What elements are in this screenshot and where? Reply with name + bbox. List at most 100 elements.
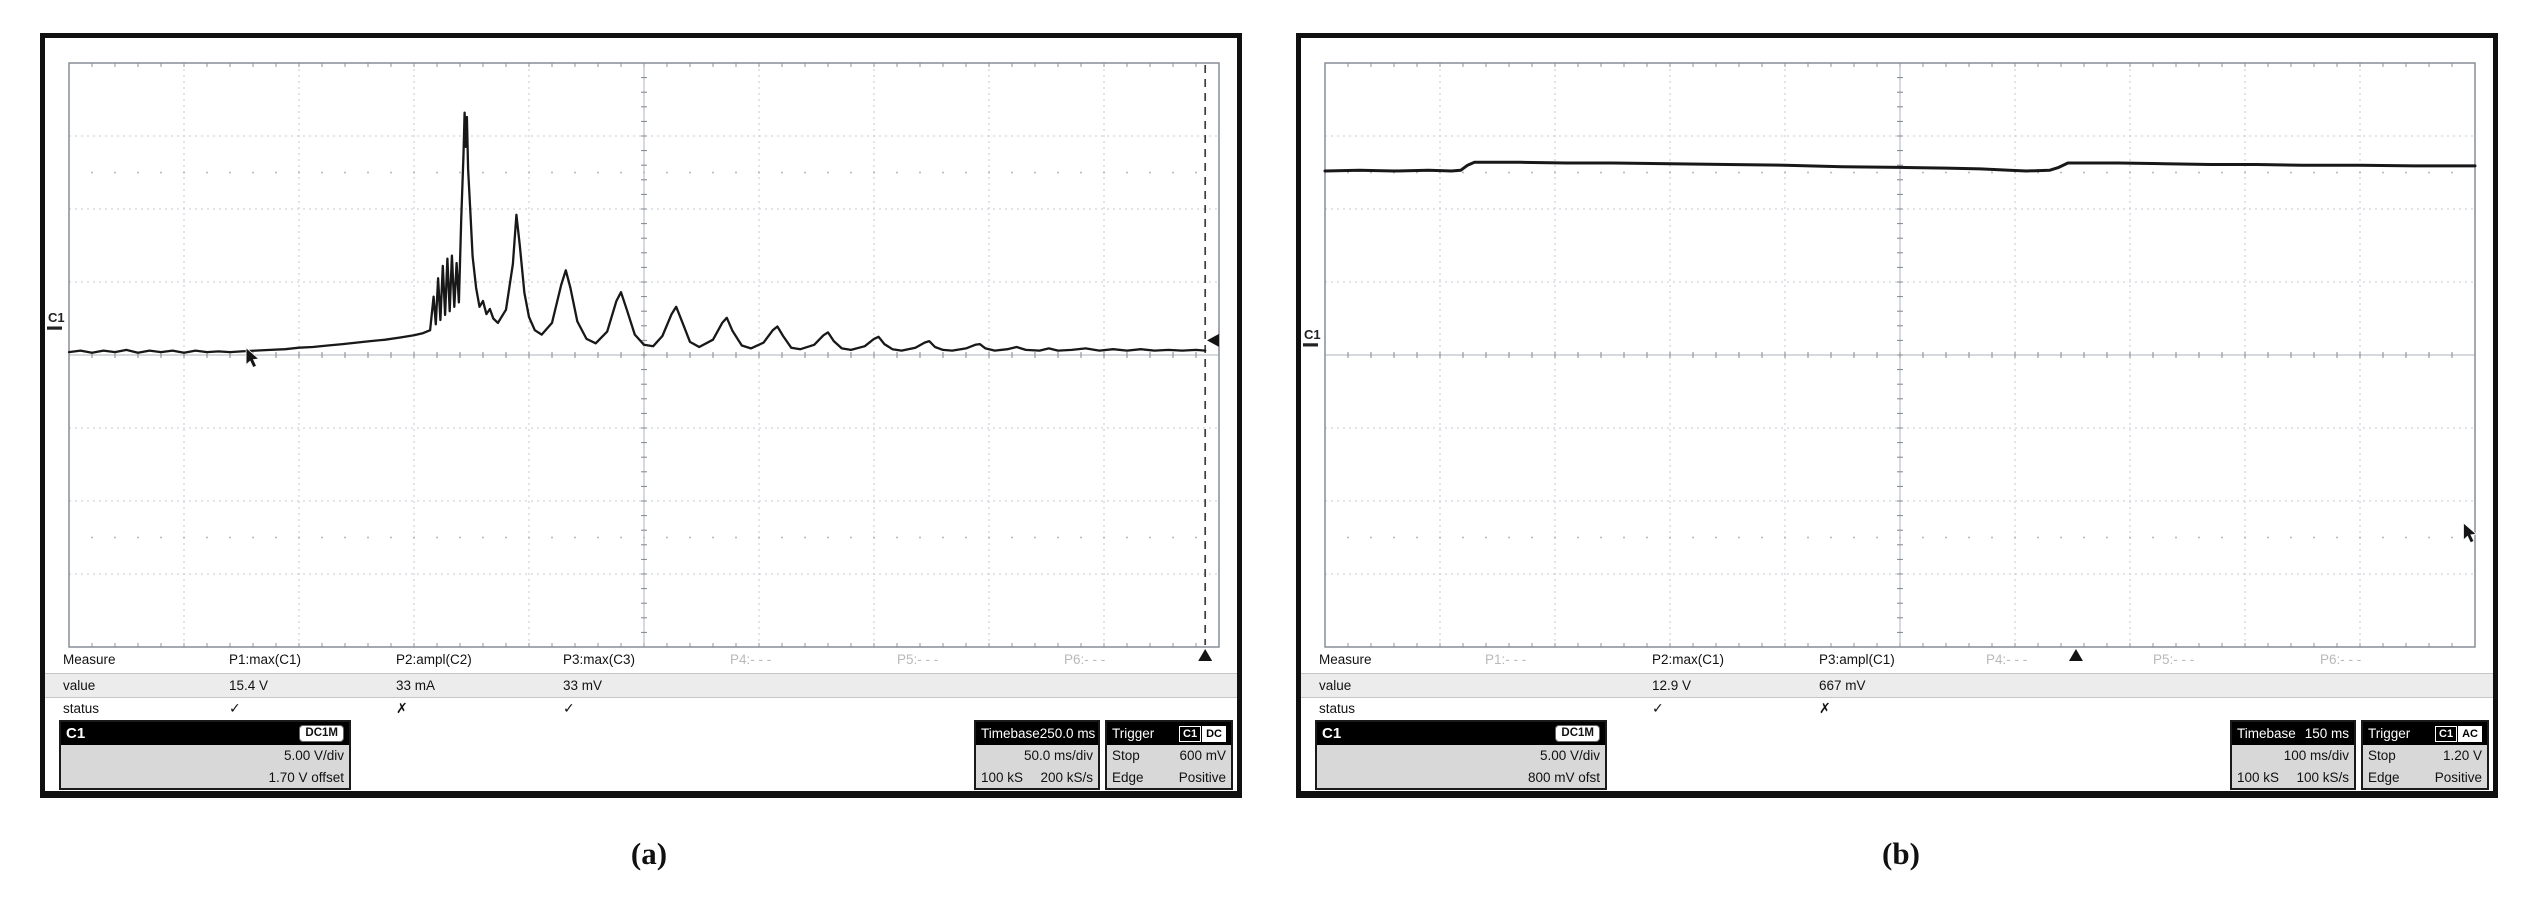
measure-p2-name: P2:max(C1) <box>1652 652 1725 667</box>
trigger-source-badge: C1 <box>2435 725 2458 742</box>
value-p2: 12.9 V <box>1652 678 1692 693</box>
trigger-mode: Stop <box>1112 748 1140 763</box>
trigger-mode: Stop <box>2368 748 2396 763</box>
value-p3: 33 mV <box>563 678 603 693</box>
timebase-box-header: Timebase 150 ms <box>2232 722 2354 745</box>
measure-p1-name: P1:- - - <box>1485 652 1527 667</box>
channel-c1-descriptor-box[interactable]: C1 DC1M 5.00 V/div 800 mV ofst <box>1315 720 1607 790</box>
trigger-title: Trigger <box>2368 726 2411 741</box>
measure-p6-name: P6:- - - <box>1064 652 1106 667</box>
value-row-label: value <box>63 678 96 693</box>
value-p5 <box>897 674 1064 697</box>
sampling-info: 100 kS 100 kS/s <box>2237 767 2349 789</box>
trigger-slope: Positive <box>2434 770 2482 785</box>
channel-offset: 1.70 V offset <box>268 770 344 785</box>
trigger-descriptor-box[interactable]: Trigger C1 DC Stop 600 mV Edge Positive <box>1105 720 1233 790</box>
measure-p1-name: P1:max(C1) <box>229 652 302 667</box>
mouse-cursor-icon <box>2463 522 2478 544</box>
measure-header-row: Measure P1:max(C1) P2:ampl(C2) P3:max(C3… <box>45 649 1237 671</box>
status-p3-cross-icon: ✗ <box>1819 701 1831 717</box>
value-p1: 15.4 V <box>229 678 269 693</box>
measure-p5-name: P5:- - - <box>2153 652 2195 667</box>
sample-rate: 200 kS/s <box>1040 770 1093 785</box>
trigger-kind-slope: Edge Positive <box>1112 767 1226 789</box>
status-p2-cross-icon: ✗ <box>396 701 408 717</box>
channel-offset: 800 mV ofst <box>1527 770 1600 785</box>
trigger-time-marker <box>1198 649 1213 661</box>
measure-p4-name: P4:- - - <box>1986 652 2028 667</box>
sample-count: 100 kS <box>981 770 1024 785</box>
subfigure-label-b: (b) <box>1882 836 1920 871</box>
value-p4 <box>730 674 897 697</box>
measure-p2-name: P2:ampl(C2) <box>396 652 472 667</box>
scope-display-a: C1 <box>47 62 1220 661</box>
trigger-slope: Positive <box>1178 770 1226 785</box>
status-p1-check-icon: ✓ <box>229 701 241 717</box>
timebase-box-header: Timebase 250.0 ms <box>976 722 1098 745</box>
timebase-descriptor-box[interactable]: Timebase 250.0 ms 50.0 ms/div 100 kS 200… <box>974 720 1100 790</box>
coupling-badge: DC1M <box>1555 725 1600 742</box>
status-row: status ✓ ✗ <box>1301 699 2493 719</box>
volts-per-div: 5.00 V/div <box>283 748 344 763</box>
trigger-mode-level: Stop 1.20 V <box>2368 745 2482 767</box>
channel-c1-descriptor-box[interactable]: C1 DC1M 5.00 V/div 1.70 V offset <box>59 720 351 790</box>
time-per-div: 50.0 ms/div <box>1023 748 1093 763</box>
trigger-source-badge: C1 <box>1179 725 1202 742</box>
timebase-delay: 150 ms <box>2304 726 2349 741</box>
channel-box-header: C1 DC1M <box>61 722 349 745</box>
value-p2: 33 mA <box>396 678 436 693</box>
channel-name: C1 <box>66 725 86 742</box>
trigger-badges: C1 DC <box>1179 725 1226 742</box>
subfigure-label-a: (a) <box>630 836 668 871</box>
measure-header-row: Measure P1:- - - P2:max(C1) P3:ampl(C1) … <box>1301 649 2493 671</box>
value-p6 <box>2320 674 2480 697</box>
measure-p5-name: P5:- - - <box>897 652 939 667</box>
channel-offset-marker <box>1303 343 1318 347</box>
measure-p3-name: P3:ampl(C1) <box>1819 652 1895 667</box>
timebase-descriptor-box[interactable]: Timebase 150 ms 100 ms/div 100 kS 100 kS… <box>2230 720 2356 790</box>
trigger-kind: Edge <box>2368 770 2400 785</box>
timebase-title: Timebase <box>981 726 1040 741</box>
oscilloscope-panel-b: C1 Measure P1:- - - P2:max(C1) P3:ampl(C… <box>1296 33 2498 798</box>
value-row-label: value <box>1319 678 1352 693</box>
channel-indicator-label: C1 <box>48 310 65 325</box>
trigger-mode-level: Stop 600 mV <box>1112 745 1226 767</box>
coupling-badge: DC1M <box>299 725 344 742</box>
measure-p3-name: P3:max(C3) <box>563 652 636 667</box>
measure-row-label: Measure <box>63 652 116 667</box>
trigger-level-marker <box>1207 333 1219 347</box>
trigger-kind: Edge <box>1112 770 1144 785</box>
trigger-time-marker <box>2068 649 2083 661</box>
status-p3-check-icon: ✓ <box>563 701 575 717</box>
channel-box-header: C1 DC1M <box>1317 722 1605 745</box>
value-p1 <box>1485 674 1652 697</box>
trigger-level: 600 mV <box>1179 748 1226 763</box>
trigger-box-header: Trigger C1 AC <box>2363 722 2487 745</box>
channel-name: C1 <box>1322 725 1342 742</box>
trigger-coupling-badge: AC <box>2458 725 2482 742</box>
channel-offset-marker <box>47 326 62 330</box>
time-per-div: 100 ms/div <box>2283 748 2349 763</box>
scope-display-b: C1 <box>1303 62 2478 661</box>
status-row-label: status <box>63 701 100 716</box>
trigger-title: Trigger <box>1112 726 1155 741</box>
sample-rate: 100 kS/s <box>2296 770 2349 785</box>
value-p3: 667 mV <box>1819 678 1866 693</box>
trigger-descriptor-box[interactable]: Trigger C1 AC Stop 1.20 V Edge Positive <box>2361 720 2489 790</box>
sampling-info: 100 kS 200 kS/s <box>981 767 1093 789</box>
value-p5 <box>2153 674 2320 697</box>
measure-p6-name: P6:- - - <box>2320 652 2362 667</box>
value-row: value 15.4 V 33 mA 33 mV <box>45 673 1237 698</box>
trigger-level: 1.20 V <box>2442 748 2482 763</box>
status-row-label: status <box>1319 701 1356 716</box>
trigger-coupling-badge: DC <box>1202 725 1226 742</box>
mouse-cursor-icon <box>245 346 260 369</box>
measure-row-label: Measure <box>1319 652 1372 667</box>
value-p6 <box>1064 674 1224 697</box>
status-p2-check-icon: ✓ <box>1652 701 1664 717</box>
channel-indicator-label: C1 <box>1304 327 1321 342</box>
sample-count: 100 kS <box>2237 770 2280 785</box>
trigger-kind-slope: Edge Positive <box>2368 767 2482 789</box>
timebase-title: Timebase <box>2237 726 2296 741</box>
